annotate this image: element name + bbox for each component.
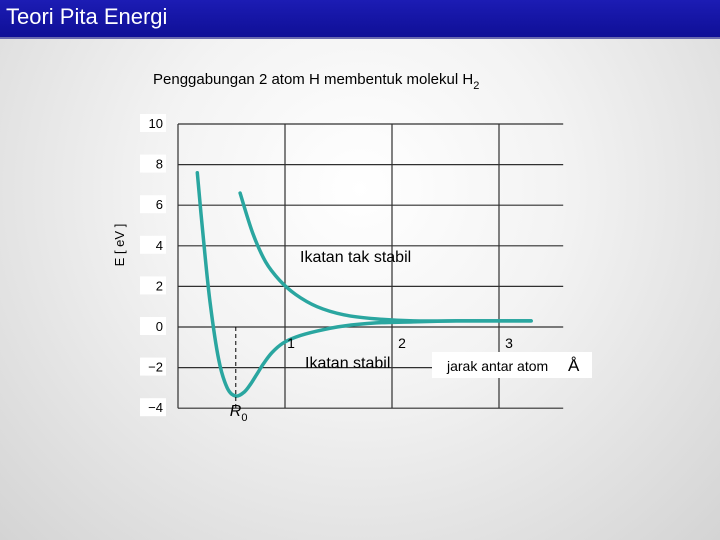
chart-title-main: Penggabungan 2 atom H membentuk molekul … <box>153 71 473 88</box>
annotation-ikatan-stabil: Ikatan stabil <box>305 355 390 372</box>
y-tick-label: 2 <box>156 278 163 293</box>
plot-area: 10 8 6 4 2 0 −2 −4 1 2 3 Ikatan tak stabil Ikatan st… <box>140 114 564 424</box>
y-tick-label-bg <box>140 398 166 417</box>
x-axis-unit: Å <box>568 356 580 375</box>
x-axis-label-group: jarak antar atom Å <box>432 352 592 378</box>
series-line-tak-stabil <box>238 191 533 323</box>
x-axis-label: jarak antar atom <box>446 358 548 374</box>
chart-title-subscript: 2 <box>473 80 479 92</box>
slide-title: Teori Pita Energi <box>6 4 168 29</box>
y-tick-label: 6 <box>156 197 163 212</box>
annotation-ikatan-tak-stabil: Ikatan tak stabil <box>300 249 411 266</box>
y-tick-label: 10 <box>149 116 163 131</box>
title-bar: Teori Pita Energi <box>0 0 720 39</box>
y-tick-label-bg <box>140 114 166 132</box>
y-tick-label: −2 <box>148 360 163 375</box>
chart-title: Penggabungan 2 atom H membentuk molekul … <box>153 71 479 92</box>
y-tick-label: 4 <box>156 238 163 253</box>
y-axis-label: E [ eV ] <box>112 224 127 267</box>
y-tick-label: −4 <box>148 400 163 415</box>
r0-annotation: R0 <box>230 403 248 424</box>
y-tick-label-bg <box>140 154 166 173</box>
x-tick-label: 3 <box>505 335 513 351</box>
y-tick-label-bg <box>140 357 166 376</box>
y-tick-label: 8 <box>156 157 163 172</box>
x-axis-label-box <box>432 352 592 378</box>
r0-annotation-subscript: 0 <box>241 412 247 424</box>
y-tick-label: 0 <box>156 319 163 334</box>
y-tick-label-bg <box>140 317 166 335</box>
x-tick-label: 2 <box>398 335 406 351</box>
y-tick-label-bg <box>140 276 166 295</box>
x-tick-label: 1 <box>287 335 295 351</box>
y-tick-label-bg <box>140 195 166 214</box>
y-tick-label-bg <box>140 235 166 254</box>
